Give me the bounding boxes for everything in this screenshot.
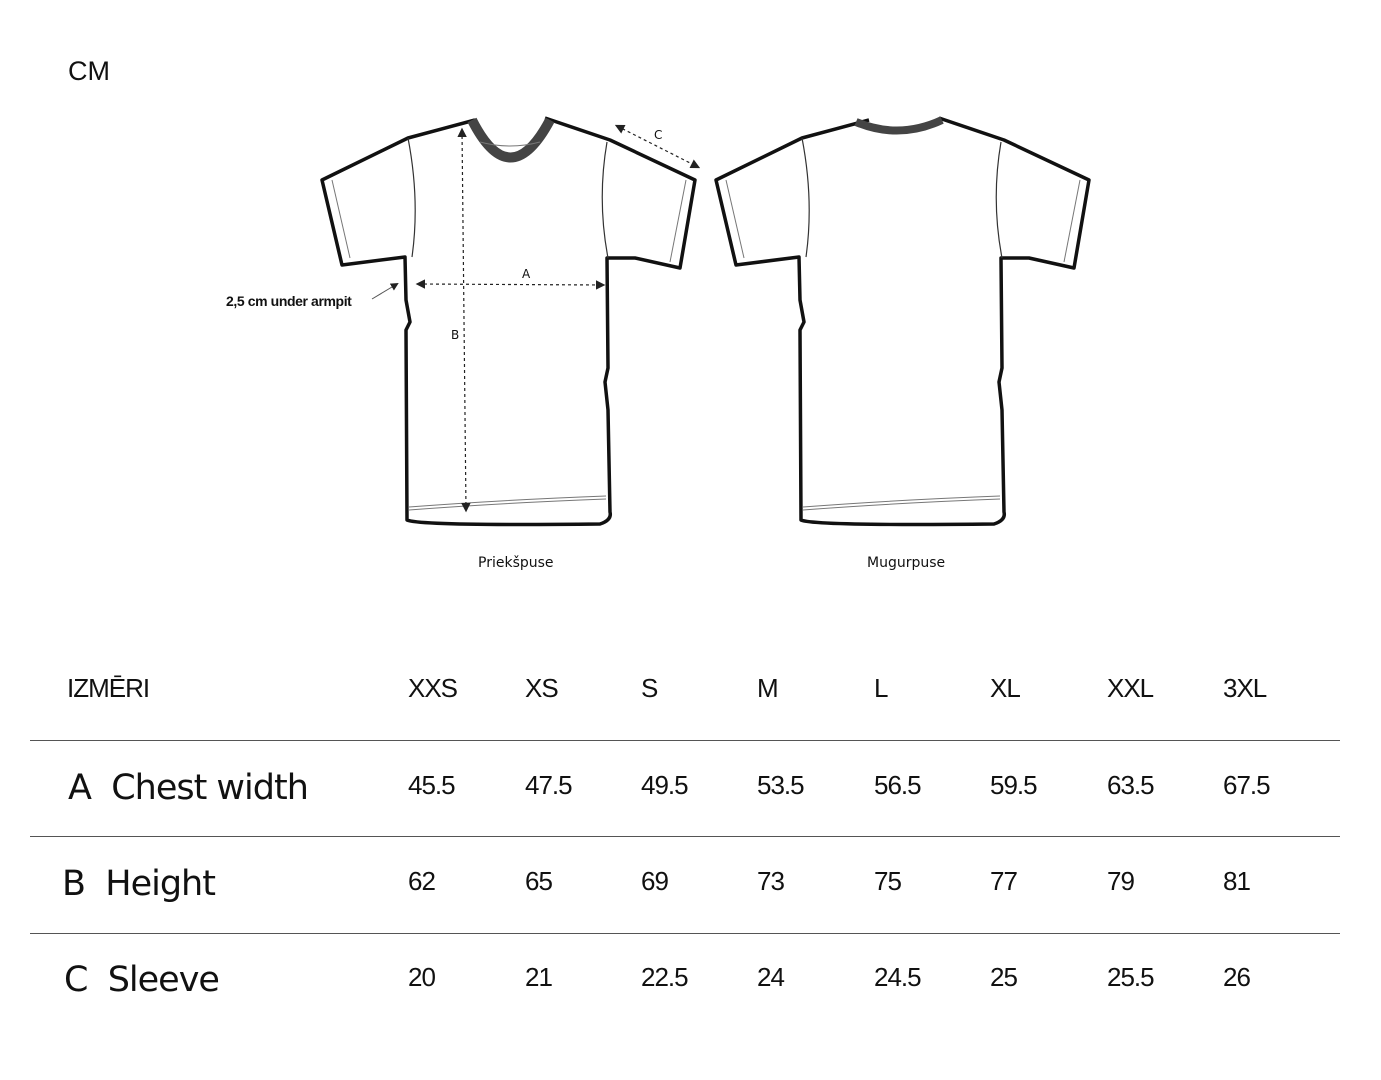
table-cell: 49.5 bbox=[641, 770, 689, 800]
table-cell: 81 bbox=[1223, 866, 1251, 896]
mark-b: B bbox=[451, 328, 460, 342]
back-shirt bbox=[714, 116, 1091, 527]
row-label: C Sleeve bbox=[64, 960, 220, 1000]
table-cell: 24 bbox=[757, 962, 785, 992]
front-caption: Priekšpuse bbox=[478, 555, 554, 571]
table-cell: 24.5 bbox=[874, 962, 922, 992]
table-cell: 20 bbox=[408, 962, 436, 992]
size-column-XL: XL bbox=[990, 673, 1021, 703]
size-column-S: S bbox=[641, 673, 658, 703]
table-cell: 21 bbox=[525, 962, 553, 992]
table-cell: 22.5 bbox=[641, 962, 689, 992]
table-cell: 59.5 bbox=[990, 770, 1038, 800]
table-cell: 25 bbox=[990, 962, 1018, 992]
unit-label: CM bbox=[68, 56, 110, 86]
table-cell: 47.5 bbox=[525, 770, 573, 800]
divider bbox=[30, 740, 1340, 741]
collar-rib bbox=[467, 117, 555, 163]
tshirt-diagram bbox=[320, 116, 1091, 527]
table-cell: 73 bbox=[757, 866, 785, 896]
front-shirt bbox=[320, 116, 701, 527]
back-caption: Mugurpuse bbox=[867, 555, 946, 571]
table-cell: 25.5 bbox=[1107, 962, 1155, 992]
armpit-pointer bbox=[371, 282, 399, 300]
table-cell: 62 bbox=[408, 866, 436, 896]
size-column-XXL: XXL bbox=[1107, 673, 1154, 703]
chest-arrow bbox=[415, 279, 606, 290]
divider bbox=[30, 933, 1340, 934]
table-cell: 45.5 bbox=[408, 770, 456, 800]
size-column-3XL: 3XL bbox=[1223, 673, 1267, 703]
size-column-L: L bbox=[874, 673, 889, 703]
size-header: IZMĒRI bbox=[67, 673, 150, 703]
table-cell: 53.5 bbox=[757, 770, 805, 800]
table-cell: 75 bbox=[874, 866, 902, 896]
row-label: A Chest width bbox=[68, 768, 309, 808]
size-column-M: M bbox=[757, 673, 779, 703]
divider bbox=[30, 836, 1340, 837]
table-cell: 77 bbox=[990, 866, 1018, 896]
size-column-XXS: XXS bbox=[408, 673, 458, 703]
row-label: B Height bbox=[62, 864, 216, 904]
table-cell: 65 bbox=[525, 866, 553, 896]
table-cell: 26 bbox=[1223, 962, 1251, 992]
armpit-note: 2,5 cm under armpit bbox=[226, 293, 352, 309]
table-cell: 56.5 bbox=[874, 770, 922, 800]
table-cell: 67.5 bbox=[1223, 770, 1271, 800]
mark-a: A bbox=[522, 267, 531, 281]
table-cell: 79 bbox=[1107, 866, 1135, 896]
size-column-XS: XS bbox=[525, 673, 559, 703]
table-cell: 63.5 bbox=[1107, 770, 1155, 800]
table-cell: 69 bbox=[641, 866, 669, 896]
mark-c: C bbox=[654, 128, 663, 142]
